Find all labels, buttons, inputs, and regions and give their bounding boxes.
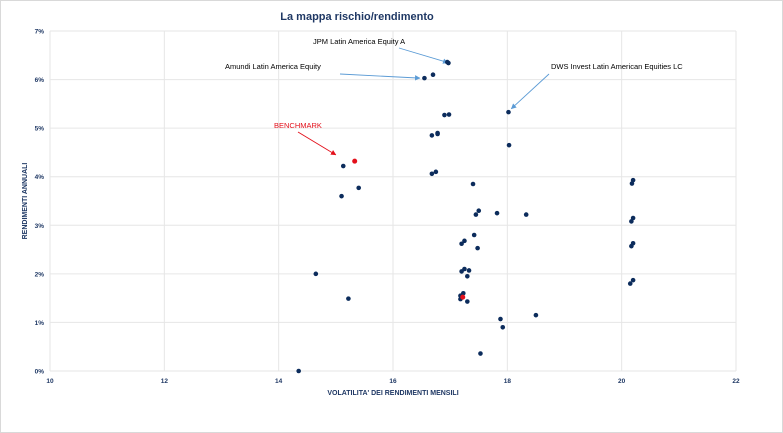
data-point	[356, 185, 362, 191]
x-tick-label: 16	[389, 378, 397, 385]
data-point	[506, 142, 512, 148]
y-tick-label: 2%	[35, 271, 45, 278]
data-point	[442, 112, 447, 118]
benchmark-point	[460, 294, 466, 300]
x-tick-label: 14	[275, 378, 283, 385]
data-point	[629, 181, 635, 186]
annotation-arrow	[297, 131, 337, 156]
x-tick-label: 12	[161, 378, 169, 385]
data-point	[533, 312, 539, 318]
data-point	[296, 368, 301, 374]
chart-title: La mappa rischio/rendimento	[280, 11, 434, 23]
data-point	[473, 212, 479, 217]
data-point	[340, 163, 346, 169]
annotation-label: JPM Latin America Equity A	[313, 37, 405, 46]
data-point	[339, 193, 344, 199]
y-tick-label: 0%	[35, 369, 45, 376]
data-point	[629, 243, 634, 249]
data-point	[313, 271, 319, 277]
y-tick-label: 3%	[35, 223, 45, 230]
data-point	[630, 215, 636, 221]
data-point	[523, 212, 529, 217]
data-point	[627, 281, 633, 286]
annotation-label: Amundi Latin America Equity	[225, 62, 321, 71]
data-point	[494, 210, 500, 216]
x-tick-label: 20	[618, 378, 626, 385]
tick-labels: 10 12 14 16 18 20 22 0% 1% 2% 3% 4% 5% 6% 7%	[35, 29, 740, 386]
y-tick-label: 4%	[35, 174, 45, 181]
annotation-arrow	[510, 73, 550, 110]
annotation-label: DWS Invest Latin American Equities LC	[551, 62, 683, 71]
y-tick-label: 1%	[35, 320, 45, 327]
data-point	[478, 351, 483, 356]
data-point	[462, 238, 467, 244]
benchmark-point	[352, 158, 358, 164]
data-point	[506, 109, 511, 115]
data-point	[435, 131, 440, 137]
data-point	[422, 75, 427, 81]
gridlines	[49, 30, 737, 372]
y-axis-title: RENDIMENTI ANNUALI	[22, 163, 29, 240]
annotation-arrow	[398, 47, 449, 64]
data-point	[500, 324, 506, 330]
data-point	[466, 268, 472, 273]
data-point	[465, 273, 470, 279]
x-tick-label: 22	[732, 378, 740, 385]
data-point	[470, 181, 476, 187]
data-point	[459, 269, 464, 274]
data-point	[429, 171, 435, 177]
x-tick-label: 10	[46, 378, 54, 385]
data-points	[296, 59, 636, 374]
data-point	[430, 72, 436, 78]
annotations: JPM Latin America Equity A Amundi Latin A…	[225, 37, 683, 156]
data-point	[629, 219, 634, 224]
data-point	[630, 277, 636, 283]
data-point	[465, 299, 470, 304]
data-point	[475, 245, 480, 251]
y-tick-label: 7%	[35, 29, 45, 36]
data-point	[433, 169, 439, 175]
annotation-arrow	[339, 73, 421, 81]
data-point	[429, 133, 435, 138]
data-point	[446, 112, 452, 117]
data-point	[446, 60, 451, 66]
annotation-label: BENCHMARK	[274, 121, 322, 130]
y-tick-label: 5%	[35, 126, 45, 133]
data-point	[346, 296, 351, 301]
data-point	[498, 316, 503, 322]
data-point	[476, 208, 482, 214]
x-tick-label: 18	[504, 378, 512, 385]
y-tick-label: 6%	[35, 77, 45, 84]
data-point	[459, 241, 464, 247]
x-axis-title: VOLATILITA' DEI RENDIMENTI MENSILI	[327, 390, 458, 397]
data-point	[471, 232, 477, 238]
